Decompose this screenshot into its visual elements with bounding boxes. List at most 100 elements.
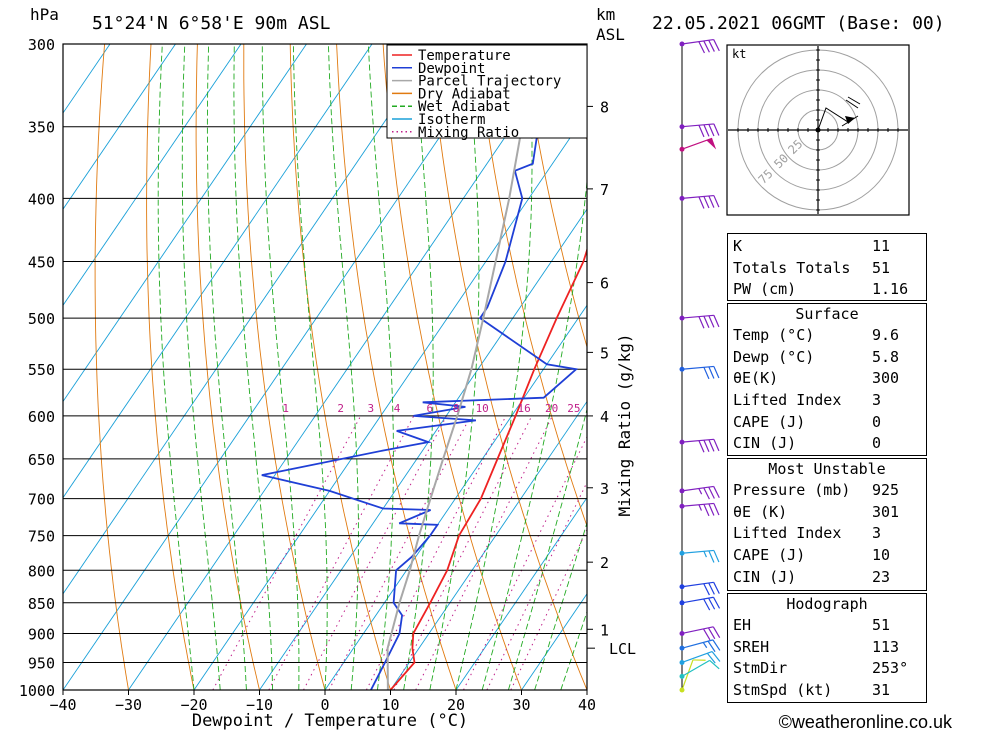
wind-barb: [679, 194, 720, 209]
series-temperature: [389, 247, 587, 690]
dry-adiabat-line: [146, 44, 195, 690]
height-tick-label: 6: [600, 275, 609, 293]
hodograph_table-key: StmDir: [733, 659, 788, 678]
height-unit-label: km: [596, 5, 615, 24]
most_unstable-row: Pressure (mb) 925: [728, 480, 926, 502]
wind-barb: [679, 438, 720, 453]
surface-row: Temp (°C) 9.6: [728, 325, 926, 347]
surface-value: 9.6: [872, 326, 900, 344]
surface-value: 3: [872, 391, 882, 410]
isotherm-line: [390, 400, 587, 690]
pressure-tick-label: 450: [28, 254, 55, 272]
hodograph_table-value: 113: [872, 637, 900, 656]
isotherm-line: [63, 44, 504, 690]
surface-row: θE(K) 300: [728, 368, 926, 390]
surface-key: CAPE (J): [733, 412, 806, 431]
isotherm-line: [259, 208, 587, 690]
hodograph_table-row: SREH 113: [728, 637, 926, 659]
hodograph-table-title: Hodograph: [786, 595, 868, 613]
indices-row: Totals Totals 51: [728, 258, 926, 280]
mixing-ratio-label: 8: [453, 402, 460, 415]
legend-label: Dewpoint: [418, 61, 485, 77]
lcl-marker: LCL: [587, 640, 636, 658]
wind-barb: [679, 502, 720, 517]
mixing-ratio-label: 4: [394, 402, 401, 415]
mixing-ratio-label: 3: [368, 402, 375, 415]
temperature-tick-label: 20: [447, 696, 465, 714]
most_unstable-row: CIN (J) 23: [728, 567, 926, 589]
pressure-tick-label: 850: [28, 595, 55, 613]
most_unstable-key: CIN (J): [733, 567, 797, 586]
temperature-tick-label: −30: [115, 696, 142, 714]
legend-label: Parcel Trajectory: [418, 74, 561, 90]
height-axis: 1 2 3 4 5 6 7 8: [587, 98, 609, 639]
mixing-ratio-line: [303, 415, 447, 690]
indices-table: K 11 Totals Totals 51 PW (cm) 1.16: [727, 233, 927, 301]
x-axis-title: Dewpoint / Temperature (°C): [192, 711, 468, 731]
pressure-tick-label: 350: [28, 119, 55, 137]
surface-key: Lifted Index: [733, 391, 842, 410]
most_unstable-key: CAPE (J): [733, 546, 806, 565]
hodograph_table-row: StmSpd (kt) 31: [728, 680, 926, 702]
isotherm-line: [63, 44, 307, 403]
wet-adiabat-line: [181, 44, 221, 690]
hodograph_table-value: 253°: [872, 659, 909, 678]
legend-label: Wet Adiabat: [418, 99, 511, 115]
dry-adiabat-line: [289, 44, 391, 690]
pressure-axis: 300 350 400 450 500 550 600 650 700 750 800 850 900 9…: [19, 36, 55, 700]
surface-key: θE(K): [733, 369, 779, 388]
isotherm-line: [63, 44, 373, 499]
most_unstable-row: CAPE (J) 10: [728, 545, 926, 567]
pressure-tick-label: 950: [28, 654, 55, 672]
temperature-tick-label: −20: [180, 696, 207, 714]
wet-adiabat-line: [481, 176, 587, 690]
height-tick-label: 4: [600, 408, 609, 426]
wet-adiabat-line: [429, 44, 480, 690]
isotherm-line: [324, 304, 587, 690]
pressure-tick-label: 750: [28, 528, 55, 546]
wind-barb: [679, 485, 720, 500]
dry-adiabat-line: [940, 44, 1000, 690]
mixing-ratio-label: 10: [476, 402, 489, 415]
wet-adiabat-line: [292, 44, 328, 690]
mixing-ratio-label: 25: [567, 402, 580, 415]
most_unstable-value: 925: [872, 481, 900, 499]
wind-barb: [679, 659, 706, 693]
temperature-tick-label: 40: [578, 696, 596, 714]
wind-barb: [679, 38, 720, 54]
hodograph-tick: [845, 99, 859, 109]
most-unstable-title: Most Unstable: [768, 460, 886, 478]
indices-row: PW (cm) 1.16: [728, 279, 926, 301]
height-tick-label: 1: [600, 621, 609, 639]
most_unstable-value: 10: [872, 546, 891, 565]
isotherm-line: [193, 112, 587, 690]
hodograph_table-row: EH 51: [728, 615, 926, 637]
indices-key: K: [733, 237, 743, 255]
lcl-label: LCL: [609, 640, 636, 658]
indices-row: K 11: [728, 236, 926, 258]
wet-adiabat-line: [261, 44, 300, 690]
wet-adiabat-line: [403, 44, 434, 690]
wind-barbs: [679, 38, 721, 693]
wind-barb: [679, 626, 721, 641]
wind-barb: [679, 581, 720, 596]
pressure-tick-label: 800: [28, 562, 55, 580]
dry-adiabat-line: [382, 44, 522, 690]
surface-value: 0: [872, 434, 882, 453]
mixing-ratio-label: 1: [282, 402, 289, 415]
wet-adiabat-line: [206, 44, 247, 690]
temperature-axis: −40 −30 −20 −10 0 10 20 30 40: [49, 690, 596, 714]
dry-adiabat-line: [94, 44, 129, 690]
dry-adiabat-line: [195, 44, 260, 690]
mixing-ratio-line: [415, 415, 553, 690]
most_unstable-value: 3: [872, 524, 882, 543]
height-tick-label: 3: [600, 480, 609, 498]
wet-adiabat-line: [233, 44, 274, 690]
surface-key: Temp (°C): [733, 326, 815, 344]
dry-adiabat-line: [521, 44, 587, 349]
wind-barb: [679, 596, 721, 611]
pressure-tick-label: 400: [28, 190, 55, 208]
hodograph_table-row: StmDir 253°: [728, 658, 926, 680]
most_unstable-row: Lifted Index 3: [728, 523, 926, 545]
